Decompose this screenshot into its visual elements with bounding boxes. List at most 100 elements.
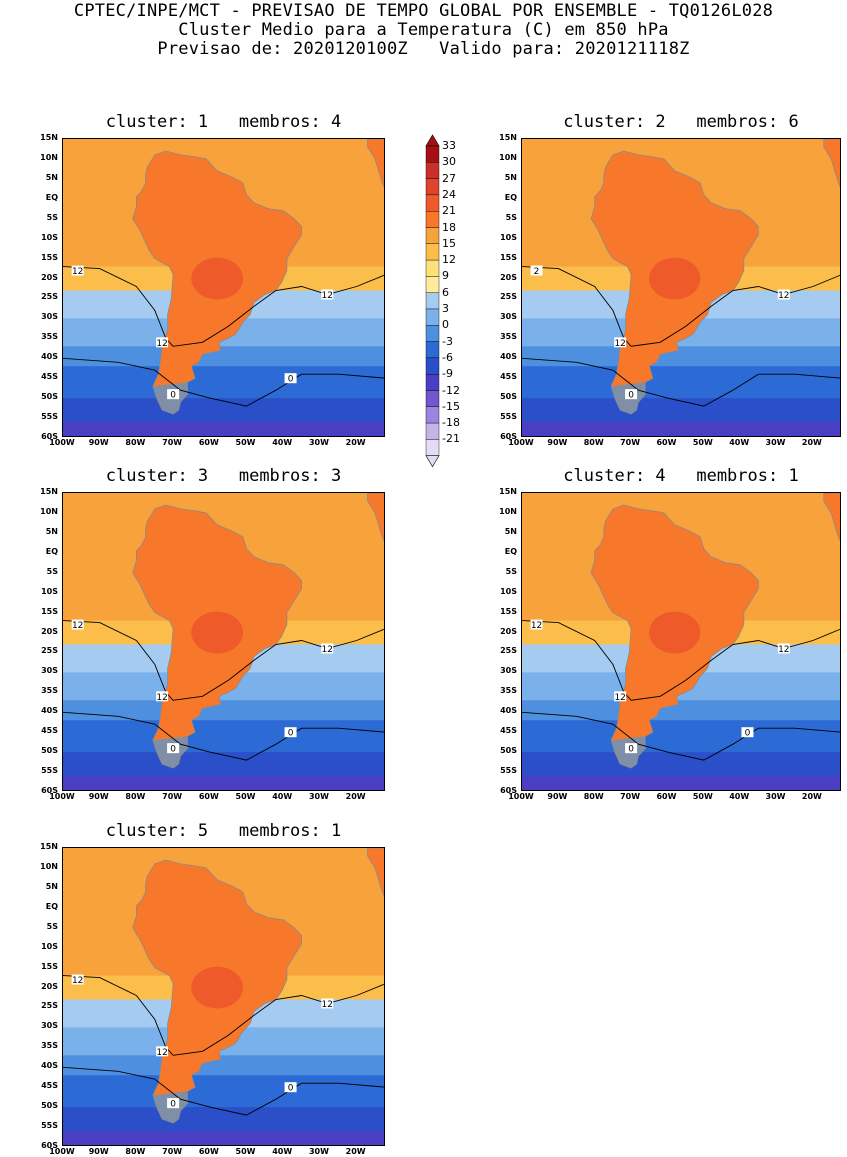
lat-tick-label: 45S	[41, 372, 58, 382]
lat-tick-label: 50S	[41, 746, 58, 756]
colorbar-label: 24	[442, 187, 456, 201]
contour-label: 12	[614, 337, 627, 349]
lat-tick-label: 10S	[500, 586, 517, 596]
colorbar-label: 27	[442, 171, 456, 185]
lon-tick-label: 80W	[125, 792, 146, 801]
svg-text:12: 12	[72, 976, 83, 986]
lon-tick-label: 70W	[620, 438, 641, 447]
svg-text:0: 0	[745, 729, 751, 739]
lat-tick-label: 15S	[41, 961, 58, 971]
cluster-title: cluster: 1 membros: 4	[105, 112, 342, 132]
lon-tick-label: 80W	[583, 438, 604, 447]
colorbar	[424, 134, 442, 472]
lat-tick-label: 40S	[500, 352, 517, 362]
lat-tick-label: 10S	[41, 941, 58, 951]
lon-tick-label: 100W	[49, 438, 75, 447]
lon-tick-label: 30W	[308, 792, 329, 801]
contour-0	[63, 711, 384, 761]
lat-tick-label: 35S	[41, 1041, 58, 1051]
lon-tick-label: 30W	[765, 438, 786, 447]
lon-tick-label: 70W	[162, 438, 183, 447]
lat-tick-label: 45S	[41, 726, 58, 736]
lon-tick-label: 100W	[508, 438, 534, 447]
lon-tick-label: 80W	[125, 1147, 146, 1156]
lat-tick-label: EQ	[45, 901, 58, 911]
lat-tick-label: 5S	[46, 566, 58, 576]
lat-tick-label: 40S	[41, 706, 58, 716]
coastline	[590, 504, 759, 769]
contour-label: 0	[167, 389, 180, 401]
lon-tick-label: 60W	[198, 792, 219, 801]
lat-tick-label: 45S	[500, 726, 517, 736]
contour-0	[63, 357, 384, 407]
coastline	[590, 150, 759, 415]
lon-tick-label: 90W	[547, 792, 568, 801]
contour-label: 12	[71, 265, 84, 277]
africa-coast	[367, 139, 384, 188]
lon-tick-label: 40W	[272, 1147, 293, 1156]
lon-tick-label: 30W	[308, 438, 329, 447]
temperature-band	[522, 366, 840, 400]
svg-text:0: 0	[628, 391, 634, 401]
lat-tick-label: 40S	[41, 352, 58, 362]
colorbar-segment	[425, 259, 440, 277]
lat-tick-label: 60S	[41, 1141, 58, 1150]
africa-coast	[823, 139, 840, 188]
lon-tick-label: 20W	[345, 1147, 366, 1156]
colorbar-segment	[425, 276, 440, 293]
lat-tick-label: 10N	[40, 861, 58, 871]
header-line-1: CPTEC/INPE/MCT - PREVISAO DE TEMPO GLOBA…	[73, 1, 774, 21]
lat-tick-label: 55S	[41, 1121, 58, 1131]
lat-tick-label: 55S	[500, 766, 517, 776]
lon-tick-label: 60W	[198, 438, 219, 447]
map-canvas: 12 12 12 0 0	[522, 493, 840, 790]
svg-text:0: 0	[288, 1084, 294, 1094]
lat-tick-label: 30S	[500, 312, 517, 322]
colorbar-label: 33	[442, 139, 456, 152]
lat-tick-label: 5N	[504, 172, 517, 182]
lat-tick-label: 20S	[500, 272, 517, 282]
lat-tick-label: EQ	[45, 546, 58, 556]
lon-tick-label: 40W	[729, 438, 750, 447]
svg-text:12: 12	[322, 291, 333, 301]
lat-tick-label: 5S	[505, 566, 517, 576]
lat-tick-label: 55S	[500, 412, 517, 422]
temperature-band	[522, 700, 840, 722]
contour-label: 0	[625, 389, 638, 401]
lon-tick-label: 100W	[508, 792, 534, 801]
map-canvas: 12 12 12 0 0	[63, 493, 384, 790]
temperature-band	[63, 398, 384, 424]
lat-tick-label: 60S	[500, 432, 517, 441]
lat-tick-label: 25S	[500, 292, 517, 302]
lat-tick-label: 5S	[46, 921, 58, 931]
contour-label: 2	[530, 265, 543, 277]
lat-tick-label: EQ	[45, 192, 58, 202]
contour-label: 12	[321, 643, 334, 655]
lon-tick-label: 60W	[198, 1147, 219, 1156]
lon-tick-label: 100W	[49, 1147, 75, 1156]
contour-label: 12	[530, 619, 543, 631]
lon-tick-label: 70W	[162, 792, 183, 801]
lat-tick-label: 35S	[500, 332, 517, 342]
hot-core-region	[649, 257, 701, 300]
colorbar-segment	[425, 145, 440, 163]
lat-tick-label: 5N	[504, 526, 517, 536]
temperature-band	[522, 720, 840, 754]
contour-label: 12	[321, 998, 334, 1010]
temperature-band	[63, 1107, 384, 1133]
lat-tick-label: 5S	[505, 212, 517, 222]
header-line-3: Previsao de: 2020120100Z Valido para: 20…	[157, 39, 690, 59]
temperature-map: 2 12 12 0	[521, 138, 841, 437]
lat-tick-label: 40S	[500, 706, 517, 716]
lat-tick-label: 30S	[500, 666, 517, 676]
svg-text:12: 12	[72, 267, 83, 277]
svg-text:12: 12	[614, 693, 625, 703]
lat-tick-label: 35S	[41, 686, 58, 696]
contour-label: 12	[321, 289, 334, 301]
lat-tick-label: 15N	[40, 487, 58, 496]
lat-tick-label: 55S	[41, 412, 58, 422]
lon-tick-label: 90W	[88, 792, 109, 801]
lat-tick-label: 60S	[41, 786, 58, 795]
lat-tick-label: 25S	[41, 646, 58, 656]
contour-label: 12	[614, 691, 627, 703]
